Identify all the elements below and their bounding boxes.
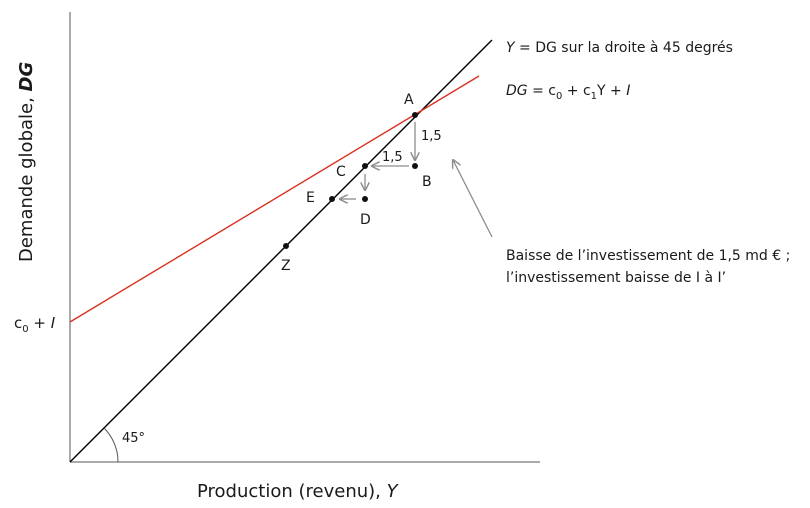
point-a — [412, 112, 418, 118]
dg-equation-label: DG = c0 + c1Y + I — [506, 83, 630, 102]
point-a-label: A — [404, 92, 414, 108]
x-axis-title: Production (revenu), Y — [197, 481, 400, 502]
point-z-label: Z — [281, 258, 291, 274]
step-vertical-label: 1,5 — [421, 129, 442, 144]
y-axis-title: Demande globale, DG — [16, 62, 37, 262]
point-c-label: C — [336, 164, 346, 180]
angle-arc — [103, 427, 119, 463]
step-horizontal-label: 1,5 — [382, 150, 403, 165]
point-c — [362, 163, 368, 169]
angle-label: 45° — [122, 431, 145, 446]
point-z — [283, 243, 289, 249]
annotation-line-1: Baisse de l’investissement de 1,5 md € ; — [506, 248, 790, 264]
point-b-label: B — [422, 174, 432, 190]
point-b — [412, 163, 418, 169]
line-45-label: Y = DG sur la droite à 45 degrés — [506, 40, 733, 56]
line-45-degrees — [69, 39, 493, 463]
point-e — [329, 196, 335, 202]
point-d-label: D — [360, 212, 371, 228]
point-e-label: E — [306, 190, 315, 206]
aggregate-demand-line — [69, 75, 480, 323]
annotation-line-2: l’investissement baisse de I à I’ — [506, 270, 726, 286]
intercept-label: c0 + I — [14, 314, 56, 335]
annotation-arrow — [453, 160, 493, 238]
point-d — [362, 196, 368, 202]
